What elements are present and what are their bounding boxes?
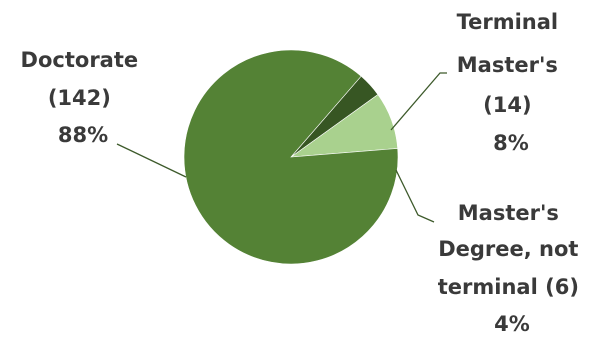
- leader-lines: [116, 72, 447, 223]
- slice-label-doctorate: Doctorate (142) 88%: [21, 48, 146, 147]
- slice-label-masters-not-terminal: Master's Degree, not terminal (6) 4%: [438, 201, 586, 336]
- terminal-masters-label-line-1: Terminal: [457, 10, 559, 34]
- slice-label-terminal-masters: Terminal Master's (14) 8%: [457, 10, 566, 155]
- leader-line-masters-not-terminal: [395, 169, 435, 223]
- leader-line-doctorate: [116, 143, 187, 178]
- terminal-masters-label-line-4: 8%: [493, 131, 529, 155]
- leader-line-terminal-masters: [390, 72, 447, 131]
- pie-slices: [183, 49, 399, 265]
- masters-not-terminal-label-line-2: Degree, not: [438, 237, 578, 261]
- masters-not-terminal-label-line-3: terminal (6): [438, 275, 579, 299]
- doctorate-label-line-1: Doctorate: [21, 48, 139, 72]
- doctorate-label-line-3: 88%: [58, 123, 108, 147]
- terminal-masters-label-line-2: Master's: [457, 53, 558, 77]
- terminal-masters-label-line-3: (14): [483, 93, 531, 117]
- masters-not-terminal-label-line-4: 4%: [494, 312, 530, 336]
- pie-slice-doctorate: [183, 49, 399, 265]
- doctorate-label-line-2: (142): [48, 86, 111, 110]
- masters-not-terminal-label-line-1: Master's: [458, 201, 559, 225]
